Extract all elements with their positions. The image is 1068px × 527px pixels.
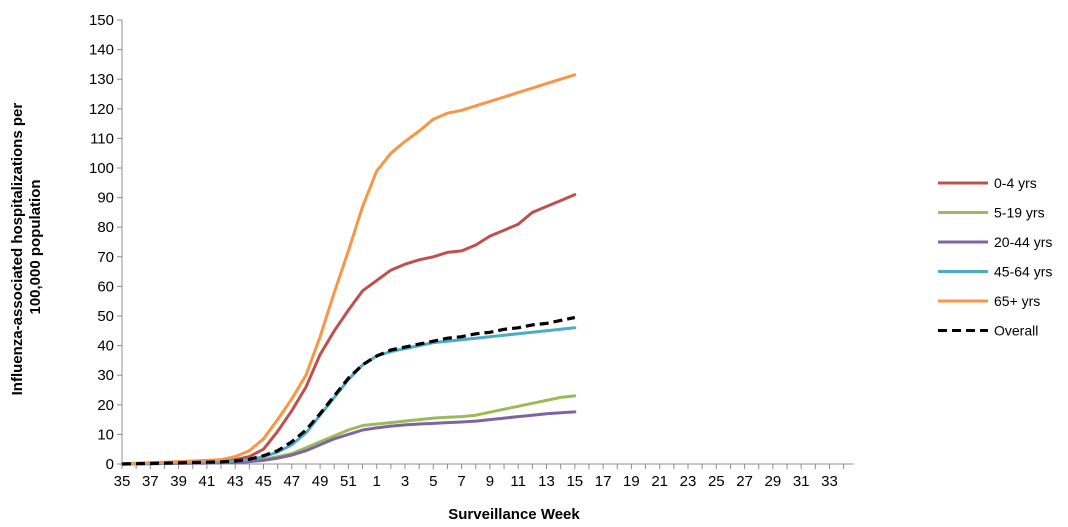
- y-tick-label: 130: [89, 71, 114, 88]
- series-line-45-64-yrs: [120, 326, 577, 466]
- y-tick-label: 140: [89, 42, 114, 59]
- y-tick-label: 50: [97, 308, 114, 325]
- legend-label: 45-64 yrs: [994, 264, 1052, 280]
- series-line-5-19-yrs: [120, 394, 577, 466]
- x-tick-label: 13: [538, 473, 555, 490]
- series-layer: [120, 73, 577, 466]
- x-tick-label: 25: [708, 473, 725, 490]
- legend-label: 65+ yrs: [994, 293, 1040, 309]
- y-tick-label: 70: [97, 249, 114, 266]
- x-tick-label: 7: [457, 473, 465, 490]
- y-tick-label: 60: [97, 278, 114, 295]
- x-tick-label: 3: [401, 473, 409, 490]
- x-tick-label: 35: [114, 473, 131, 490]
- x-tick-label: 51: [340, 473, 357, 490]
- x-tick-label: 31: [793, 473, 810, 490]
- y-tick-label: 100: [89, 160, 114, 177]
- y-tick-label: 40: [97, 338, 114, 355]
- x-tick-label: 21: [651, 473, 668, 490]
- x-tick-label: 29: [765, 473, 782, 490]
- x-tick-label: 19: [623, 473, 640, 490]
- y-tick-label: 80: [97, 219, 114, 236]
- x-tick-label: 33: [821, 473, 838, 490]
- legend-label: Overall: [994, 323, 1038, 339]
- x-tick-label: 23: [680, 473, 697, 490]
- legend-label: 0-4 yrs: [994, 175, 1037, 191]
- x-tick-label: 37: [142, 473, 159, 490]
- y-tick-label: 90: [97, 190, 114, 207]
- x-tick-label: 27: [736, 473, 753, 490]
- legend-label: 5-19 yrs: [994, 205, 1045, 221]
- x-tick-label: 15: [566, 473, 583, 490]
- y-axis-title: Influenza-associated hospitalizations pe…: [9, 99, 44, 396]
- x-tick-label: 43: [227, 473, 244, 490]
- x-tick-label: 9: [486, 473, 494, 490]
- y-tick-label: 30: [97, 367, 114, 384]
- x-tick-label: 45: [255, 473, 272, 490]
- legend: 0-4 yrs 5-19 yrs 20-44 yrs 45-64 yrs 65+ yrs…: [938, 175, 1052, 339]
- series-line-20-44-yrs: [120, 410, 577, 466]
- x-tick-label: 5: [429, 473, 437, 490]
- series-line-overall: [121, 315, 576, 466]
- y-tick-label: 0: [106, 456, 114, 473]
- legend-label: 20-44 yrs: [994, 234, 1052, 250]
- y-tick-label: 150: [89, 12, 114, 29]
- x-tick-label: 41: [199, 473, 216, 490]
- y-tick-label: 120: [89, 101, 114, 118]
- x-tick-label: 49: [312, 473, 329, 490]
- series-line-65-yrs: [120, 73, 577, 466]
- x-tick-label: 1: [373, 473, 381, 490]
- x-tick-label: 17: [595, 473, 612, 490]
- x-tick-label: 39: [170, 473, 187, 490]
- y-tick-label: 110: [90, 130, 114, 147]
- y-tick-label: 20: [97, 397, 114, 414]
- y-tick-label: 10: [97, 426, 114, 443]
- y-axis-title-line-2: 100,000 population: [27, 179, 44, 314]
- y-axis-title-line-1: Influenza-associated hospitalizations pe…: [9, 103, 26, 396]
- x-tick-label: 11: [510, 473, 526, 490]
- x-tick-label: 47: [283, 473, 300, 490]
- x-axis-title: Surveillance Week: [448, 506, 580, 523]
